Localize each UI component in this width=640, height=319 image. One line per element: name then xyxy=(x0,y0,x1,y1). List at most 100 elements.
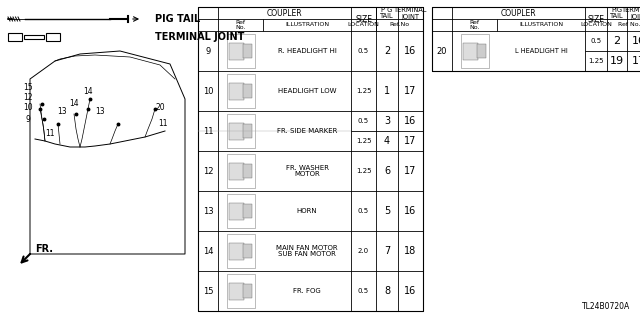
Text: MAIN FAN MOTOR
SUB FAN MOTOR: MAIN FAN MOTOR SUB FAN MOTOR xyxy=(276,244,338,257)
Text: 16: 16 xyxy=(404,286,417,296)
Bar xyxy=(228,203,244,219)
Text: 6: 6 xyxy=(384,166,390,176)
Text: COUPLER: COUPLER xyxy=(267,9,302,18)
Text: LOCATION: LOCATION xyxy=(348,23,380,27)
Bar xyxy=(477,44,486,58)
Text: FR. SIDE MARKER: FR. SIDE MARKER xyxy=(277,128,337,134)
Bar xyxy=(432,7,640,71)
Text: 1: 1 xyxy=(384,86,390,96)
Bar xyxy=(243,284,252,298)
Bar xyxy=(227,154,255,188)
Text: 3: 3 xyxy=(384,116,390,126)
Text: TERMINAL
JOINT: TERMINAL JOINT xyxy=(394,6,427,19)
Text: 16: 16 xyxy=(632,36,640,46)
Text: 17: 17 xyxy=(632,56,640,66)
Text: 17: 17 xyxy=(404,136,417,146)
Bar xyxy=(228,283,244,300)
Text: ILLUSTRATION: ILLUSTRATION xyxy=(285,23,329,27)
Text: COUPLER: COUPLER xyxy=(500,9,536,18)
Text: 5: 5 xyxy=(384,206,390,216)
Text: SIZE: SIZE xyxy=(588,14,605,24)
Bar xyxy=(243,44,252,58)
Text: 0.5: 0.5 xyxy=(591,38,602,44)
Bar xyxy=(228,42,244,60)
Text: 10: 10 xyxy=(23,102,33,112)
Text: HORN: HORN xyxy=(297,208,317,214)
Bar xyxy=(228,162,244,180)
Bar xyxy=(227,194,255,228)
Text: 1.25: 1.25 xyxy=(588,58,604,64)
Text: 20: 20 xyxy=(155,102,165,112)
Bar xyxy=(243,204,252,218)
Bar xyxy=(227,234,255,268)
Text: 12: 12 xyxy=(203,167,213,175)
Text: 9: 9 xyxy=(205,47,211,56)
Text: 17: 17 xyxy=(404,86,417,96)
Text: 10: 10 xyxy=(203,86,213,95)
Text: 14: 14 xyxy=(69,100,79,108)
Text: 11: 11 xyxy=(45,130,55,138)
Text: 0.5: 0.5 xyxy=(358,118,369,124)
Text: 15: 15 xyxy=(203,286,213,295)
Bar xyxy=(227,274,255,308)
Text: Ref.No: Ref.No xyxy=(389,23,410,27)
Text: Ref
No.: Ref No. xyxy=(236,19,246,30)
Text: PIG TAIL: PIG TAIL xyxy=(155,14,200,24)
Text: Ref
No.: Ref No. xyxy=(469,19,480,30)
Text: 11: 11 xyxy=(158,120,168,129)
Text: P G
TAIL: P G TAIL xyxy=(380,6,394,19)
Text: 16: 16 xyxy=(404,206,417,216)
Text: 2: 2 xyxy=(613,36,621,46)
Text: HEADLIGHT LOW: HEADLIGHT LOW xyxy=(278,88,336,94)
Text: 4: 4 xyxy=(384,136,390,146)
Text: 14: 14 xyxy=(83,86,93,95)
Text: 1.25: 1.25 xyxy=(356,138,371,144)
Bar xyxy=(461,34,488,68)
Text: TL24B0720A: TL24B0720A xyxy=(582,302,630,311)
Text: 13: 13 xyxy=(57,107,67,115)
Text: 13: 13 xyxy=(95,107,105,115)
Bar xyxy=(228,122,244,139)
Text: LOCATION: LOCATION xyxy=(580,23,612,27)
Text: Ref No.: Ref No. xyxy=(618,23,640,27)
Text: 11: 11 xyxy=(203,127,213,136)
Text: 13: 13 xyxy=(203,206,213,216)
Bar xyxy=(228,242,244,259)
Bar xyxy=(46,33,60,41)
Text: PIG
TAIL: PIG TAIL xyxy=(610,6,624,19)
Bar xyxy=(463,42,478,60)
Bar xyxy=(243,124,252,138)
Text: TERMINAL
JOINT: TERMINAL JOINT xyxy=(622,6,640,19)
Text: FR.: FR. xyxy=(35,244,53,254)
Text: 16: 16 xyxy=(404,116,417,126)
Text: 19: 19 xyxy=(610,56,624,66)
Text: 15: 15 xyxy=(23,83,33,92)
Text: FR. FOG: FR. FOG xyxy=(293,288,321,294)
Bar xyxy=(8,33,22,41)
Bar xyxy=(198,7,423,311)
Text: R. HEADLIGHT HI: R. HEADLIGHT HI xyxy=(278,48,337,54)
Text: ILLUSTRATION: ILLUSTRATION xyxy=(519,23,563,27)
Text: 0.5: 0.5 xyxy=(358,48,369,54)
Bar xyxy=(24,35,44,39)
Bar xyxy=(227,34,255,68)
Text: 7: 7 xyxy=(384,246,390,256)
Text: FR. WASHER
MOTOR: FR. WASHER MOTOR xyxy=(285,165,328,177)
Text: 0.5: 0.5 xyxy=(358,208,369,214)
Bar xyxy=(227,114,255,148)
Text: 1.25: 1.25 xyxy=(356,168,371,174)
Bar xyxy=(243,84,252,98)
Bar xyxy=(227,74,255,108)
Text: SIZE: SIZE xyxy=(355,14,372,24)
Text: L HEADLIGHT HI: L HEADLIGHT HI xyxy=(515,48,568,54)
Text: 0.5: 0.5 xyxy=(358,288,369,294)
Text: 14: 14 xyxy=(203,247,213,256)
Text: 12: 12 xyxy=(23,93,33,101)
Text: 9: 9 xyxy=(26,115,31,123)
Text: TERMINAL JOINT: TERMINAL JOINT xyxy=(155,32,244,42)
Bar xyxy=(243,164,252,178)
Text: 18: 18 xyxy=(404,246,417,256)
Text: 2.0: 2.0 xyxy=(358,248,369,254)
Text: 17: 17 xyxy=(404,166,417,176)
Text: 20: 20 xyxy=(436,47,447,56)
